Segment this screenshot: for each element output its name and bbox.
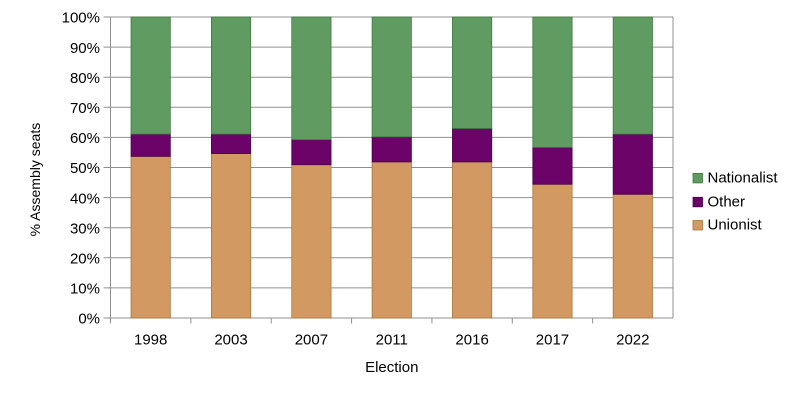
svg-text:% Assembly seats: % Assembly seats: [27, 123, 43, 237]
svg-text:Nationalist: Nationalist: [708, 170, 779, 187]
svg-text:80%: 80%: [70, 70, 100, 87]
svg-text:2016: 2016: [455, 332, 488, 349]
svg-text:40%: 40%: [70, 190, 100, 207]
svg-text:1998: 1998: [134, 332, 167, 349]
svg-text:2011: 2011: [376, 332, 408, 349]
svg-text:30%: 30%: [70, 220, 100, 237]
svg-text:10%: 10%: [70, 281, 100, 298]
svg-text:100%: 100%: [62, 10, 100, 27]
svg-text:60%: 60%: [70, 130, 100, 147]
svg-text:Election: Election: [365, 359, 418, 376]
svg-text:2022: 2022: [616, 332, 649, 349]
svg-text:0%: 0%: [78, 311, 100, 328]
svg-text:2017: 2017: [536, 332, 569, 349]
svg-text:90%: 90%: [70, 40, 100, 57]
svg-text:70%: 70%: [70, 100, 100, 117]
svg-text:Other: Other: [708, 194, 746, 211]
svg-text:50%: 50%: [70, 160, 100, 177]
svg-text:2007: 2007: [295, 332, 328, 349]
svg-text:Unionist: Unionist: [708, 217, 763, 234]
svg-text:20%: 20%: [70, 251, 100, 268]
svg-text:2003: 2003: [214, 332, 247, 349]
